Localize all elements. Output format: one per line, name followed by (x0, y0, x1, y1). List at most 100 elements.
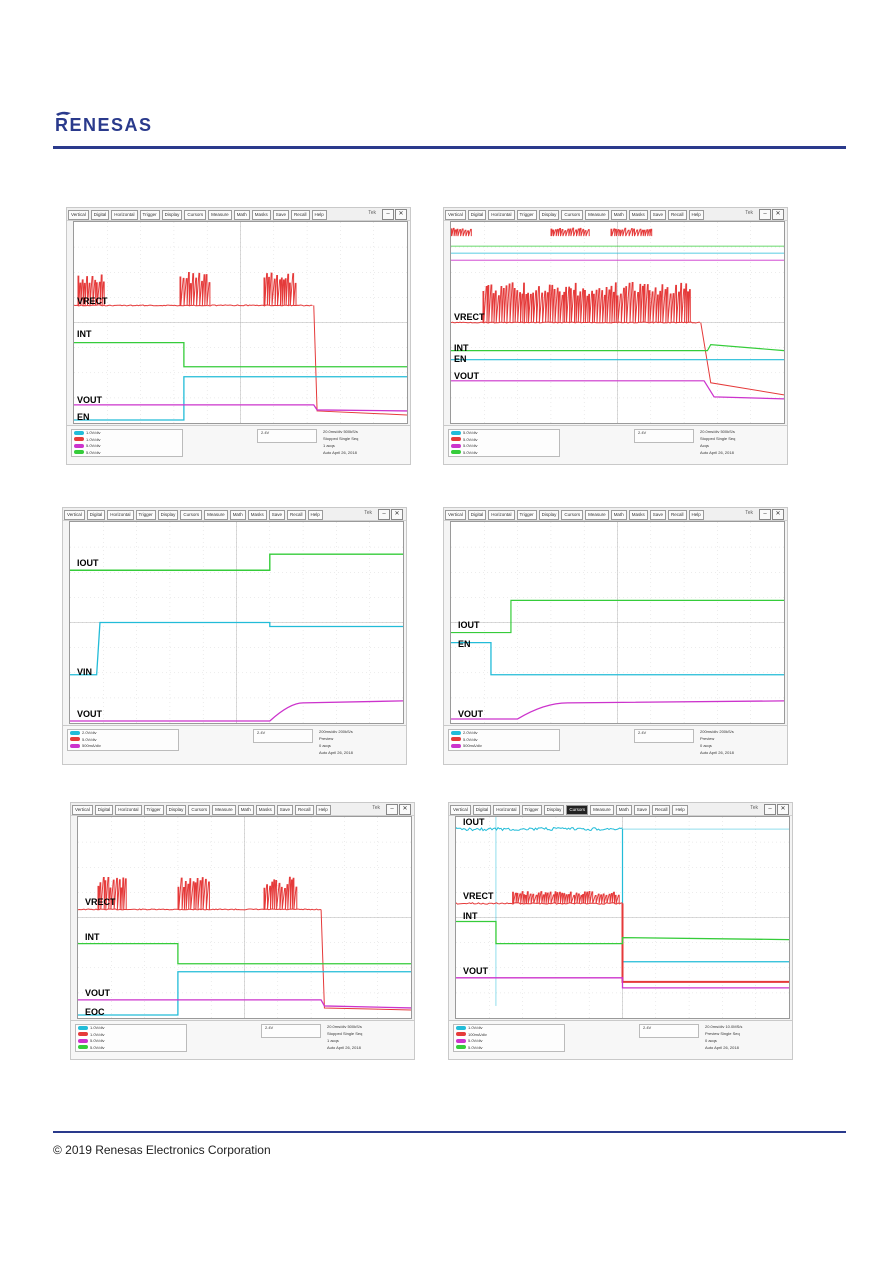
channel-row[interactable]: 1.0V/div (454, 1025, 564, 1032)
channel-row[interactable]: 1.0V/div (72, 430, 182, 437)
minimize-button[interactable]: – (382, 209, 394, 220)
menu-math[interactable]: Math (610, 510, 627, 520)
menu-trigger[interactable]: Trigger (516, 210, 537, 220)
menu-recall[interactable]: Recall (651, 805, 671, 815)
menu-recall[interactable]: Recall (667, 510, 687, 520)
channel-row[interactable]: 500mA/div (449, 743, 559, 750)
menu-horizontal[interactable]: Horizontal (488, 210, 515, 220)
trigger-settings[interactable]: 2.4V (261, 1024, 321, 1038)
menu-save[interactable]: Save (633, 805, 650, 815)
menu-cursors[interactable]: Cursors (188, 805, 211, 815)
channel-row[interactable]: 5.0V/div (449, 443, 559, 450)
menu-display[interactable]: Display (157, 510, 179, 520)
menu-cursors[interactable]: Cursors (561, 510, 584, 520)
channel-row[interactable]: 5.0V/div (72, 443, 182, 450)
close-button[interactable]: ✕ (772, 509, 784, 520)
close-button[interactable]: ✕ (395, 209, 407, 220)
trigger-settings[interactable]: 2.4V (253, 729, 313, 743)
menu-digital[interactable]: Digital (94, 805, 114, 815)
menu-save[interactable]: Save (276, 805, 293, 815)
menu-trigger[interactable]: Trigger (516, 510, 537, 520)
menu-measure[interactable]: Measure (204, 510, 228, 520)
menu-cursors[interactable]: Cursors (561, 210, 584, 220)
channel-row[interactable]: 5.0V/div (449, 450, 559, 457)
menu-math[interactable]: Math (615, 805, 632, 815)
menu-save[interactable]: Save (649, 210, 666, 220)
menu-recall[interactable]: Recall (294, 805, 314, 815)
channel-row[interactable]: 100mA/div (454, 1032, 564, 1039)
menu-vertical[interactable]: Vertical (450, 805, 471, 815)
minimize-button[interactable]: – (378, 509, 390, 520)
menu-cursors[interactable]: Cursors (180, 510, 203, 520)
trigger-settings[interactable]: 2.4V (639, 1024, 699, 1038)
menu-digital[interactable]: Digital (467, 210, 487, 220)
channel-row[interactable]: 5.0V/div (76, 1045, 186, 1052)
close-button[interactable]: ✕ (772, 209, 784, 220)
menu-masks[interactable]: Masks (247, 510, 267, 520)
channel-settings[interactable]: 2.0V/div 5.0V/div 500mA/div (448, 729, 560, 751)
channel-row[interactable]: 2.0V/div (68, 730, 178, 737)
minimize-button[interactable]: – (764, 804, 776, 815)
menu-horizontal[interactable]: Horizontal (111, 210, 138, 220)
menu-vertical[interactable]: Vertical (68, 210, 89, 220)
channel-row[interactable]: 5.0V/div (449, 437, 559, 444)
menu-masks[interactable]: Masks (628, 510, 648, 520)
menu-display[interactable]: Display (543, 805, 565, 815)
menu-cursors[interactable]: Cursors (566, 805, 589, 815)
channel-row[interactable]: 5.0V/div (449, 430, 559, 437)
menu-trigger[interactable]: Trigger (521, 805, 542, 815)
close-button[interactable]: ✕ (399, 804, 411, 815)
channel-settings[interactable]: 1.0V/div 100mA/div 5.0V/div 5.0V/div (453, 1024, 565, 1052)
channel-row[interactable]: 5.0V/div (454, 1045, 564, 1052)
minimize-button[interactable]: – (386, 804, 398, 815)
menu-math[interactable]: Math (610, 210, 627, 220)
menu-vertical[interactable]: Vertical (445, 510, 466, 520)
menu-masks[interactable]: Masks (251, 210, 271, 220)
menu-recall[interactable]: Recall (286, 510, 306, 520)
menu-digital[interactable]: Digital (467, 510, 487, 520)
menu-display[interactable]: Display (165, 805, 187, 815)
menu-vertical[interactable]: Vertical (445, 210, 466, 220)
menu-help[interactable]: Help (315, 805, 331, 815)
menu-save[interactable]: Save (268, 510, 285, 520)
channel-row[interactable]: 1.0V/div (72, 437, 182, 444)
channel-settings[interactable]: 5.0V/div 5.0V/div 5.0V/div 5.0V/div (448, 429, 560, 457)
menu-save[interactable]: Save (649, 510, 666, 520)
trigger-settings[interactable]: 2.4V (634, 729, 694, 743)
menu-display[interactable]: Display (538, 210, 560, 220)
channel-row[interactable]: 5.0V/div (72, 450, 182, 457)
menu-digital[interactable]: Digital (472, 805, 492, 815)
menu-math[interactable]: Math (229, 510, 246, 520)
channel-row[interactable]: 5.0V/div (449, 737, 559, 744)
channel-row[interactable]: 5.0V/div (454, 1038, 564, 1045)
menu-measure[interactable]: Measure (212, 805, 236, 815)
menu-cursors[interactable]: Cursors (184, 210, 207, 220)
menu-help[interactable]: Help (672, 805, 688, 815)
channel-row[interactable]: 5.0V/div (68, 737, 178, 744)
close-button[interactable]: ✕ (391, 509, 403, 520)
menu-display[interactable]: Display (161, 210, 183, 220)
channel-row[interactable]: 2.0V/div (449, 730, 559, 737)
trigger-settings[interactable]: 2.4V (634, 429, 694, 443)
channel-settings[interactable]: 1.0V/div 1.0V/div 5.0V/div 5.0V/div (75, 1024, 187, 1052)
menu-measure[interactable]: Measure (590, 805, 614, 815)
minimize-button[interactable]: – (759, 509, 771, 520)
trigger-settings[interactable]: 2.4V (257, 429, 317, 443)
channel-row[interactable]: 1.0V/div (76, 1025, 186, 1032)
menu-horizontal[interactable]: Horizontal (115, 805, 142, 815)
minimize-button[interactable]: – (759, 209, 771, 220)
channel-settings[interactable]: 1.0V/div 1.0V/div 5.0V/div 5.0V/div (71, 429, 183, 457)
menu-measure[interactable]: Measure (585, 510, 609, 520)
menu-recall[interactable]: Recall (290, 210, 310, 220)
menu-vertical[interactable]: Vertical (72, 805, 93, 815)
channel-row[interactable]: 500mA/div (68, 743, 178, 750)
menu-help[interactable]: Help (307, 510, 323, 520)
menu-trigger[interactable]: Trigger (143, 805, 164, 815)
menu-save[interactable]: Save (272, 210, 289, 220)
menu-help[interactable]: Help (688, 510, 704, 520)
menu-help[interactable]: Help (311, 210, 327, 220)
menu-horizontal[interactable]: Horizontal (107, 510, 134, 520)
channel-row[interactable]: 5.0V/div (76, 1038, 186, 1045)
menu-digital[interactable]: Digital (86, 510, 106, 520)
menu-vertical[interactable]: Vertical (64, 510, 85, 520)
